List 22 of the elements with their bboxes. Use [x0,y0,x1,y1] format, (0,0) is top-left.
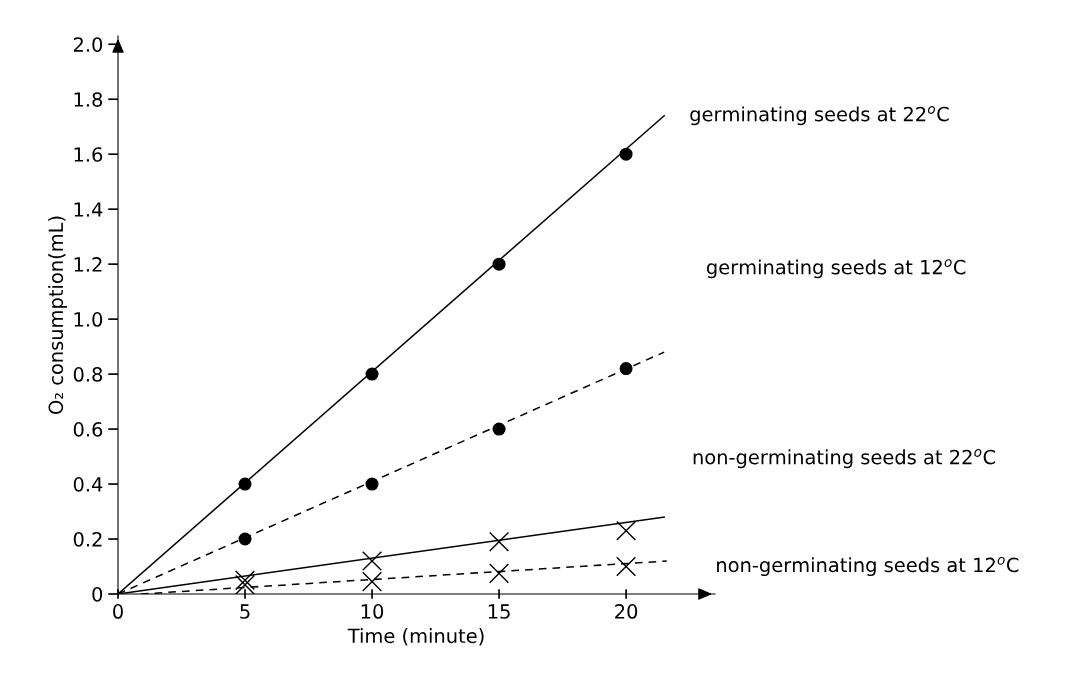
y-tick-label: 1.0 [74,312,103,327]
y-tick-label: 0.8 [73,367,103,382]
y-tick-label: 1.4 [74,202,103,217]
text: non-germinating seeds at 12$^{o}$C [717,556,1019,577]
y-axis-title: O₂ consumption(mL) [48,216,67,414]
x-tick-label: 15 [488,604,510,619]
x-tick-label: 20 [615,604,638,619]
x-tick-label: 0 [113,604,123,619]
x-tick-label: 5 [240,604,250,619]
text: germinating seeds at 12$^{o}$C [706,259,966,279]
series-label: germinating seeds at 22$^{o}$C [690,106,949,126]
y-tick-label: 1.8 [74,92,103,107]
text: non-germinating seeds at 22$^{o}$C [693,449,996,469]
x-tick-label: 10 [361,604,384,619]
y-tick-label: 0.4 [73,477,103,492]
x-axis-title: Time (minute) [347,628,484,646]
y-tick-label: 1.6 [74,147,103,162]
y-tick-label: 0.2 [73,531,102,547]
y-tick-label: 2.0 [73,37,103,52]
y-tick-label: 0 [92,586,103,602]
y-tick-label: 1.2 [74,257,102,272]
y-tick-label: 0.6 [73,422,103,437]
